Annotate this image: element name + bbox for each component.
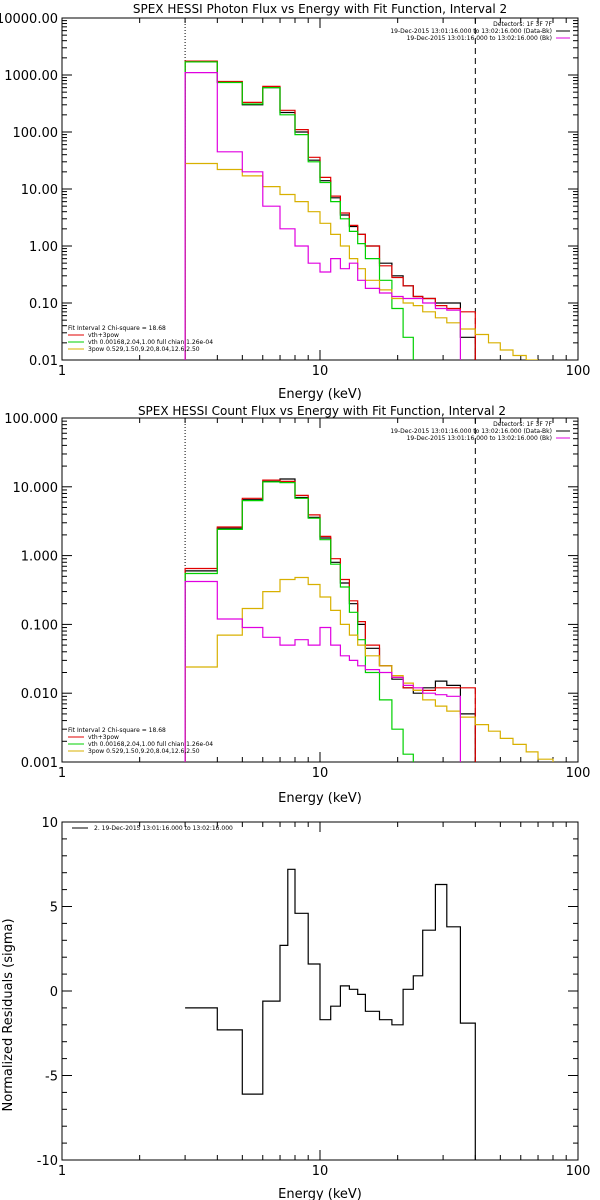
photon-flux-plot-frame	[61, 17, 579, 361]
residuals-panel: Energy (keV) Normalized Residuals (sigma…	[1, 816, 590, 1200]
photon-flux-y-tick-label: 100.00	[13, 126, 59, 141]
photon-flux-y-tick-label: 1000.00	[4, 69, 58, 84]
photon-flux-x-tick-label: 100	[566, 364, 591, 379]
residuals-y-tick-label: 5	[50, 901, 58, 916]
photon-flux-x-axis-label: Energy (keV)	[278, 387, 362, 402]
count-flux-series-black-line	[184, 478, 476, 762]
count-flux-y-tick-label: 0.001	[21, 756, 58, 771]
residuals-y-axis-label: Normalized Residuals (sigma)	[1, 918, 16, 1111]
residuals-x-axis-label: Energy (keV)	[278, 1187, 362, 1200]
photon-flux-legend-entry: 19-Dec-2015 13:01:16.000 to 13:02:16.000…	[390, 28, 552, 35]
residuals-y-tick-label: -5	[45, 1070, 58, 1085]
photon-flux-series-magenta-line	[184, 72, 476, 360]
count-flux-series-green-line	[184, 481, 424, 762]
count-flux-x-tick-label: 100	[566, 766, 591, 781]
residuals-x-tick-label: 1	[58, 1164, 66, 1179]
count-flux-legend-entry: 19-Dec-2015 13:01:16.000 to 13:02:16.000…	[407, 435, 552, 442]
photon-flux-legend-entry: Detectors: 1F 3F 7F	[493, 21, 552, 28]
photon-flux-y-tick-label: 0.10	[29, 297, 58, 312]
count-flux-y-tick-label: 1.000	[21, 550, 58, 565]
photon-flux-y-tick-label: 10000.00	[0, 12, 58, 27]
photon-flux-legend-entry: 19-Dec-2015 13:01:16.000 to 13:02:16.000…	[407, 35, 552, 42]
photon-flux-fit-legend-entry: vth+3pow	[88, 332, 119, 339]
photon-flux-fit-legend-entry: Fit Interval 2 Chi-square = 18.68	[68, 325, 166, 332]
residuals-legend-entry: 2. 19-Dec-2015 13:01:16.000 to 13:02:16.…	[94, 825, 233, 832]
count-flux-y-tick-label: 0.010	[21, 687, 58, 702]
photon-flux-x-tick-label: 10	[312, 364, 329, 379]
count-flux-legend-entry: 19-Dec-2015 13:01:16.000 to 13:02:16.000…	[390, 428, 552, 435]
count-flux-x-tick-label: 1	[58, 766, 66, 781]
photon-flux-y-tick-label: 1.00	[29, 240, 58, 255]
residuals-x-tick-label: 100	[566, 1164, 591, 1179]
photon-flux-series-yellow-line	[184, 162, 538, 360]
photon-flux-y-tick-label: 0.01	[29, 354, 58, 369]
count-flux-series-magenta-line	[184, 580, 476, 762]
count-flux-series-yellow-line	[184, 576, 567, 762]
count-flux-fit-legend-entry: 3pow 0.529,1.50,9.20,8.04,12.6,2.50	[88, 748, 200, 755]
residuals-y-tick-label: 0	[50, 985, 58, 1000]
photon-flux-fit-legend-entry: 3pow 0.529,1.50,9.20,8.04,12.6,2.50	[88, 346, 200, 353]
photon-flux-y-tick-label: 10.00	[21, 183, 58, 198]
residuals-y-tick-label: 10	[41, 816, 58, 831]
photon-flux-panel: SPEX HESSI Photon Flux vs Energy with Fi…	[0, 2, 590, 402]
photon-flux-series-black-line	[184, 61, 476, 360]
photon-flux-series-red-line	[184, 60, 476, 360]
photon-flux-x-tick-label: 1	[58, 364, 66, 379]
residuals-y-tick-label: -10	[37, 1154, 58, 1169]
count-flux-y-tick-label: 10.000	[13, 481, 59, 496]
photon-flux-series-green-line	[184, 61, 424, 360]
residuals-series-black-line	[185, 868, 476, 1160]
photon-flux-title: SPEX HESSI Photon Flux vs Energy with Fi…	[133, 2, 507, 16]
count-flux-panel: SPEX HESSI Count Flux vs Energy with Fit…	[4, 404, 590, 806]
count-flux-title: SPEX HESSI Count Flux vs Energy with Fit…	[138, 404, 506, 418]
count-flux-y-tick-label: 100.000	[4, 412, 58, 427]
photon-flux-fit-legend-entry: vth 0.00168,2.04,1.00 full chian 1.26e-0…	[88, 339, 213, 346]
count-flux-fit-legend-entry: vth 0.00168,2.04,1.00 full chian 1.26e-0…	[88, 741, 213, 748]
count-flux-fit-legend-entry: Fit Interval 2 Chi-square = 18.68	[68, 727, 166, 734]
count-flux-x-axis-label: Energy (keV)	[278, 791, 362, 806]
count-flux-legend-entry: Detectors: 1F 3F 7F	[493, 421, 552, 428]
count-flux-y-tick-label: 0.100	[21, 618, 58, 633]
count-flux-series-red-line	[184, 479, 476, 762]
residuals-x-tick-label: 10	[312, 1164, 329, 1179]
count-flux-x-tick-label: 10	[312, 766, 329, 781]
count-flux-fit-legend-entry: vth+3pow	[88, 734, 119, 741]
